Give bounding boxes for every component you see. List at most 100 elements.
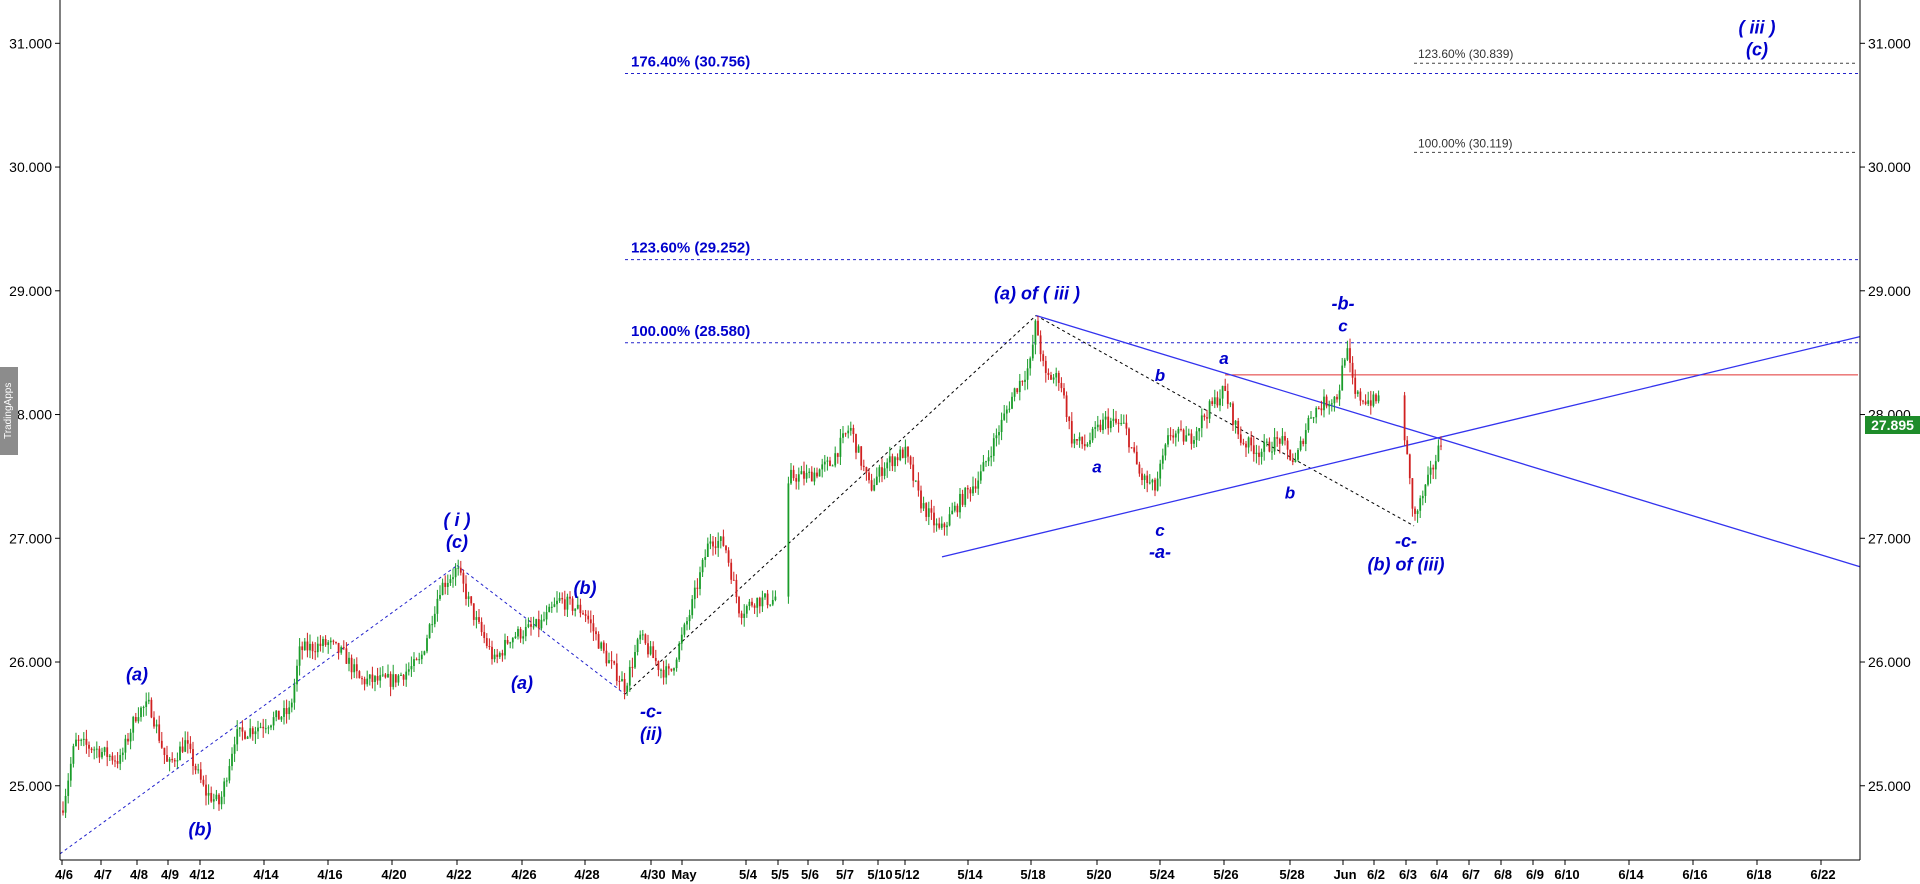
candle-body <box>407 669 410 672</box>
candle-body <box>1333 396 1336 404</box>
candle-body <box>1317 408 1320 410</box>
candle-body <box>545 612 548 620</box>
candle-body <box>173 760 176 762</box>
candle-body <box>264 728 267 730</box>
candle-body <box>725 545 727 551</box>
candle-body <box>316 643 319 653</box>
candle-body <box>1112 418 1115 421</box>
candle-body <box>704 556 707 560</box>
candle-body <box>1021 380 1024 382</box>
candle-body <box>667 666 670 669</box>
wave-label: (a) of ( iii ) <box>994 283 1080 303</box>
candle-body <box>389 673 392 687</box>
x-tick-label: 4/22 <box>446 867 471 882</box>
x-tick-label: 4/28 <box>574 867 599 882</box>
candle-body <box>774 596 777 600</box>
candle-body <box>847 430 850 434</box>
candle-body <box>540 619 543 629</box>
candle-body <box>1016 388 1019 393</box>
candle-body <box>1276 437 1279 439</box>
candle-body <box>1141 473 1143 481</box>
candle-body <box>496 654 499 657</box>
candle-body <box>145 701 148 707</box>
candle-body <box>899 449 902 461</box>
candle-body <box>368 674 371 679</box>
candle-body <box>80 739 83 741</box>
candle-body <box>1362 400 1364 402</box>
candle-body <box>1299 440 1302 450</box>
candle-body <box>441 582 444 596</box>
candle-body <box>696 587 699 589</box>
candle-body <box>1232 403 1234 425</box>
x-tick-label: 6/4 <box>1430 867 1449 882</box>
candle-body <box>852 427 855 435</box>
candle-body <box>465 583 467 599</box>
candle-body <box>410 666 413 670</box>
candle-body <box>1057 372 1060 383</box>
candle-body <box>938 523 941 528</box>
wave-label: b <box>1155 366 1165 385</box>
candle-body <box>1031 344 1034 359</box>
x-tick-label: 6/8 <box>1494 867 1512 882</box>
candle-body <box>275 710 278 718</box>
candle-body <box>64 795 67 813</box>
x-tick-label: 6/22 <box>1810 867 1835 882</box>
candle-body <box>706 543 709 557</box>
candle-body <box>1367 400 1370 404</box>
candle-body <box>1271 451 1273 453</box>
candle-body <box>930 508 933 513</box>
candle-body <box>181 746 184 752</box>
candle-body <box>1406 440 1409 455</box>
candle-body <box>1104 416 1107 420</box>
y-tick-label-left: 27.000 <box>9 530 52 546</box>
candle-body <box>220 796 223 805</box>
candle-body <box>111 755 114 761</box>
candle-body <box>1193 440 1195 444</box>
candle-body <box>901 449 904 458</box>
candle-body <box>1081 436 1084 445</box>
candle-body <box>345 648 348 664</box>
candle-body <box>1089 440 1091 445</box>
candle-body <box>470 596 473 604</box>
candle-body <box>210 792 213 802</box>
candle-body <box>1414 508 1416 514</box>
candle-body <box>912 464 915 481</box>
candle-body <box>597 634 600 649</box>
candle-body <box>1286 440 1289 450</box>
candle-body <box>740 613 743 618</box>
candle-body <box>849 427 852 431</box>
candle-body <box>1065 395 1068 418</box>
candle-body <box>361 678 363 680</box>
candle-body <box>1190 433 1193 444</box>
candle-body <box>1278 438 1281 444</box>
candle-body <box>1260 451 1263 457</box>
candle-body <box>1034 320 1037 345</box>
candle-body <box>579 604 582 614</box>
candle-body <box>1372 394 1375 406</box>
candle-body <box>618 680 621 682</box>
candle-body <box>940 523 943 528</box>
candle-body <box>657 661 660 671</box>
candle-body <box>348 657 350 664</box>
candle-body <box>881 467 883 476</box>
candle-body <box>158 724 161 741</box>
candle-body <box>272 717 275 726</box>
candle-body <box>277 710 280 720</box>
candle-body <box>77 739 80 741</box>
candle-body <box>114 760 116 762</box>
candle-body <box>1154 479 1156 491</box>
candle-body <box>1206 417 1208 419</box>
candle-body <box>1330 403 1333 405</box>
candle-body <box>418 659 421 661</box>
candle-body <box>1255 452 1258 455</box>
wave-line <box>1035 315 1415 527</box>
x-tick-label: 4/8 <box>130 867 148 882</box>
candle-body <box>1424 484 1427 496</box>
candle-body <box>1434 461 1437 470</box>
candle-body <box>212 799 215 802</box>
candle-body <box>480 621 483 633</box>
candle-body <box>1250 437 1253 446</box>
candle-body <box>1180 428 1182 430</box>
candle-body <box>1237 420 1240 435</box>
